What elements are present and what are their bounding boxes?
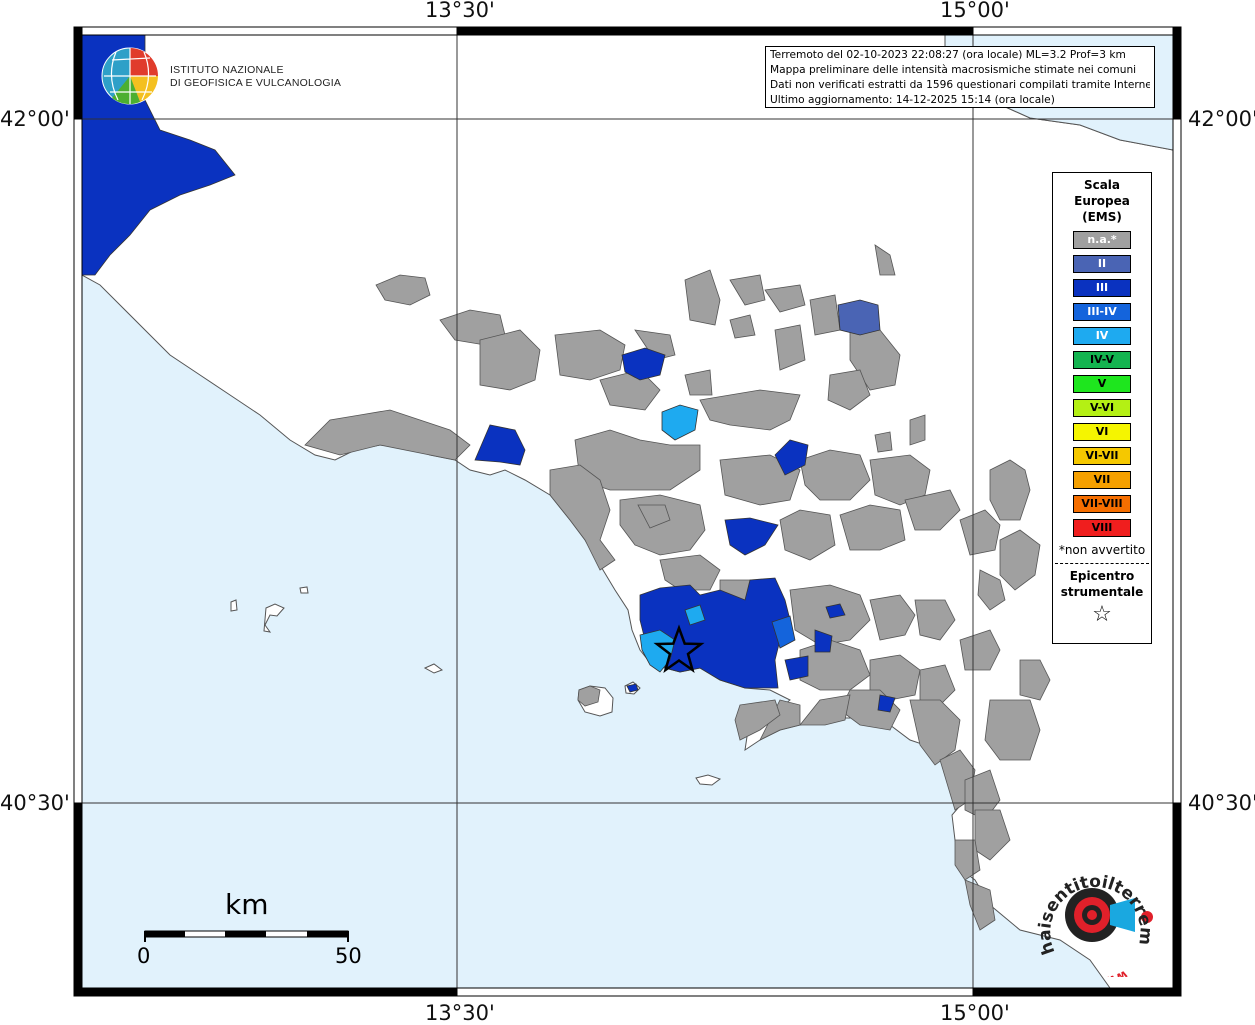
scale-bar	[144, 930, 349, 942]
municipalities-ems-IV	[639, 404, 706, 673]
institute-line1: ISTITUTO NAZIONALE	[170, 64, 284, 76]
legend-items: n.a.* II III III-IV IV IV-V V V-VI VI VI-VII VII VI…	[1053, 231, 1151, 537]
event-info-line3: Dati non verificati estratti da 1596 que…	[770, 79, 1150, 91]
lon-label-bottom-right: 15°00'	[940, 1001, 1010, 1025]
legend-item: IV	[1073, 327, 1131, 345]
legend-item: III-IV	[1073, 303, 1131, 321]
svg-text:haisentitoilterremoto.it: haisentitoilterremoto.it	[1030, 852, 1155, 957]
legend-epicenter-line1: Epicentro	[1069, 569, 1135, 583]
event-info-line4: Ultimo aggiornamento: 14-12-2025 15:14 (…	[770, 94, 1055, 106]
lat-label-left-high: 42°00'	[0, 107, 70, 131]
lat-label-left-low: 40°30'	[0, 791, 70, 815]
lat-label-right-high: 42°00'	[1188, 107, 1255, 131]
legend-item: VII	[1073, 471, 1131, 489]
legend-note: *non avvertito	[1058, 543, 1146, 557]
map-frame	[73, 26, 1182, 997]
municipalities-na	[304, 244, 1051, 931]
legend-item: III	[1073, 279, 1131, 297]
scale-unit: km	[225, 888, 269, 921]
haisentito-logo-icon	[1065, 888, 1153, 942]
legend-title-line3: (EMS)	[1082, 210, 1122, 224]
legend-item: V-VI	[1073, 399, 1131, 417]
municipality-ems-II	[837, 299, 881, 336]
legend-item: n.a.*	[1073, 231, 1131, 249]
lat-label-right-low: 40°30'	[1188, 791, 1255, 815]
institute-line2: DI GEOFISICA E VULCANOLOGIA	[170, 77, 342, 89]
event-info-box: Terremoto del 02-10-2023 22:08:27 (ora l…	[765, 46, 1155, 108]
epicenter-star	[653, 624, 705, 674]
event-info-line2: Mappa preliminare delle intensità macros…	[770, 64, 1137, 76]
legend-item: VI	[1073, 423, 1131, 441]
brand-url: haisentitoilterremoto.it	[1030, 852, 1155, 957]
legend-title-line1: Scala	[1083, 178, 1121, 192]
legend-epicenter-line2: strumentale	[1060, 585, 1144, 599]
legend-item: VI-VII	[1073, 447, 1131, 465]
legend-item: VIII	[1073, 519, 1131, 537]
lon-label-bottom-left: 13°30'	[425, 1001, 495, 1025]
legend-title-line2: Europea	[1074, 194, 1130, 208]
ingv-globe-icon	[101, 47, 159, 105]
scale-start: 0	[137, 944, 151, 968]
scale-end: 50	[335, 944, 362, 968]
legend-item: II	[1073, 255, 1131, 273]
haisentito-logo: haisentitoilterremoto.it www.	[1030, 852, 1155, 977]
legend-star-icon: ☆	[1092, 602, 1112, 627]
brand-prefix: www.	[1088, 968, 1130, 977]
legend-item: VII-VIII	[1073, 495, 1131, 513]
municipality-ems-III-IV	[771, 615, 796, 649]
legend-item: V	[1073, 375, 1131, 393]
graticule	[82, 35, 1173, 988]
event-info-line1: Terremoto del 02-10-2023 22:08:27 (ora l…	[770, 49, 1126, 61]
legend-item: IV-V	[1073, 351, 1131, 369]
lon-label-top-right: 15°00'	[940, 0, 1010, 22]
lon-label-top-left: 13°30'	[425, 0, 495, 22]
legend-divider	[1055, 563, 1149, 564]
svg-text:www.: www.	[1088, 968, 1130, 977]
ingv-logo: ISTITUTO NAZIONALE DI GEOFISICA E VULCAN…	[100, 46, 341, 108]
ems-legend: Scala Europea (EMS) n.a.* II III III-IV IV IV…	[1052, 172, 1152, 644]
